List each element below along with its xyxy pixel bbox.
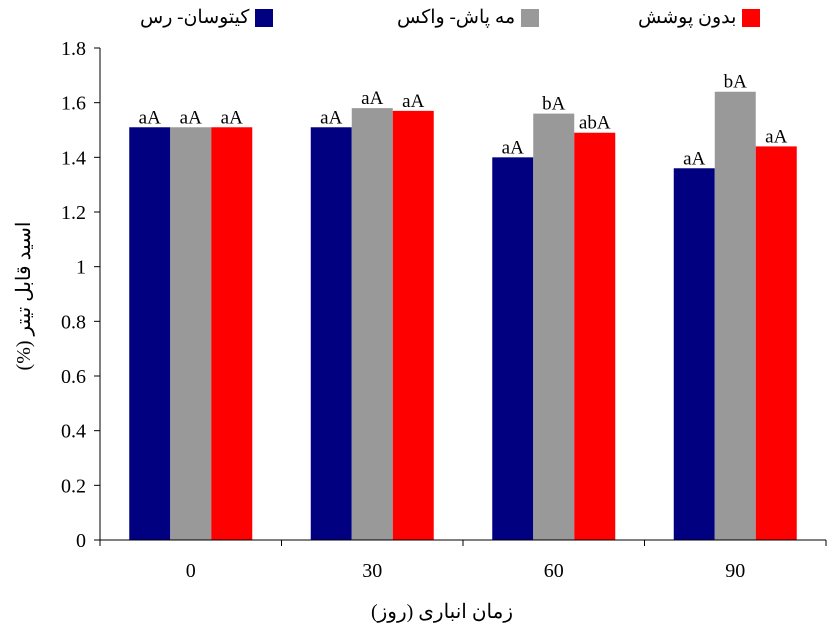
x-tick-label: 90 <box>725 560 745 582</box>
y-tick-label: 1.6 <box>61 93 86 115</box>
y-tick-label: 0.6 <box>61 366 86 388</box>
legend-item-chitosan-clay: کیتوسان- رس <box>140 6 274 29</box>
x-axis-ticks: 0 30 60 90 <box>99 540 827 582</box>
y-tick-label: 1.2 <box>61 202 86 224</box>
bar-1-day-90 <box>673 168 715 540</box>
legend-label-mist-wax: مه پاش- واکس <box>397 7 516 28</box>
bar-3-day-30 <box>392 110 434 540</box>
y-tick-label: 1.8 <box>61 38 86 60</box>
y-tick-label: 1 <box>76 257 86 279</box>
bar-label: abA <box>579 113 611 134</box>
y-tick-label: 1.4 <box>61 147 86 169</box>
bar-1-day-60 <box>492 157 534 541</box>
bar-label: aA <box>502 137 524 158</box>
bar-label: aA <box>320 107 342 128</box>
y-axis-ticks: 0 0.2 0.4 0.6 0.8 1 1.2 1.4 1.6 1.8 <box>61 38 100 552</box>
legend: کیتوسان- رس مه پاش- واکس بدون پوشش <box>0 6 827 32</box>
bar-label: aA <box>139 107 161 128</box>
bar-label: aA <box>361 88 383 109</box>
y-tick-label: 0 <box>76 530 86 552</box>
bar-2-day-90 <box>714 91 756 540</box>
bar-label: aA <box>180 107 202 128</box>
x-axis-title: زمان انباری (روز) <box>371 601 513 623</box>
bar-2-day-30 <box>351 108 393 540</box>
x-tick-label: 60 <box>544 560 564 582</box>
legend-swatch-no-coating <box>742 8 761 27</box>
bar-label: bA <box>542 94 566 115</box>
y-tick-label: 0.2 <box>61 475 86 497</box>
legend-label-no-coating: بدون پوشش <box>638 7 737 28</box>
bar-label: bA <box>724 72 748 93</box>
legend-item-mist-wax: مه پاش- واکس <box>397 6 540 29</box>
x-tick-label: 0 <box>186 560 196 582</box>
bar-label: aA <box>765 126 787 147</box>
bar-1-day-30 <box>310 127 352 541</box>
bar-3-day-0 <box>211 127 253 541</box>
bar-labels: aA aA aA aA aA aA aA bA abA aA bA aA <box>139 72 788 170</box>
legend-item-no-coating: بدون پوشش <box>638 6 761 29</box>
bar-label: aA <box>683 148 705 169</box>
y-axis-title: اسید قابل تیتر (%) <box>13 222 35 371</box>
x-tick-label: 30 <box>362 560 382 582</box>
legend-label-chitosan-clay: کیتوسان- رس <box>140 7 250 28</box>
legend-swatch-chitosan-clay <box>255 8 274 27</box>
bars <box>129 91 797 541</box>
y-tick-label: 0.4 <box>61 421 86 443</box>
legend-swatch-mist-wax <box>521 8 540 27</box>
bar-2-day-0 <box>170 127 212 541</box>
bar-3-day-90 <box>755 146 797 540</box>
bar-label: aA <box>221 107 243 128</box>
bar-1-day-0 <box>129 127 171 541</box>
bar-3-day-60 <box>574 132 616 540</box>
bar-2-day-60 <box>533 113 575 540</box>
bar-label: aA <box>402 91 424 112</box>
y-tick-label: 0.8 <box>61 311 86 333</box>
